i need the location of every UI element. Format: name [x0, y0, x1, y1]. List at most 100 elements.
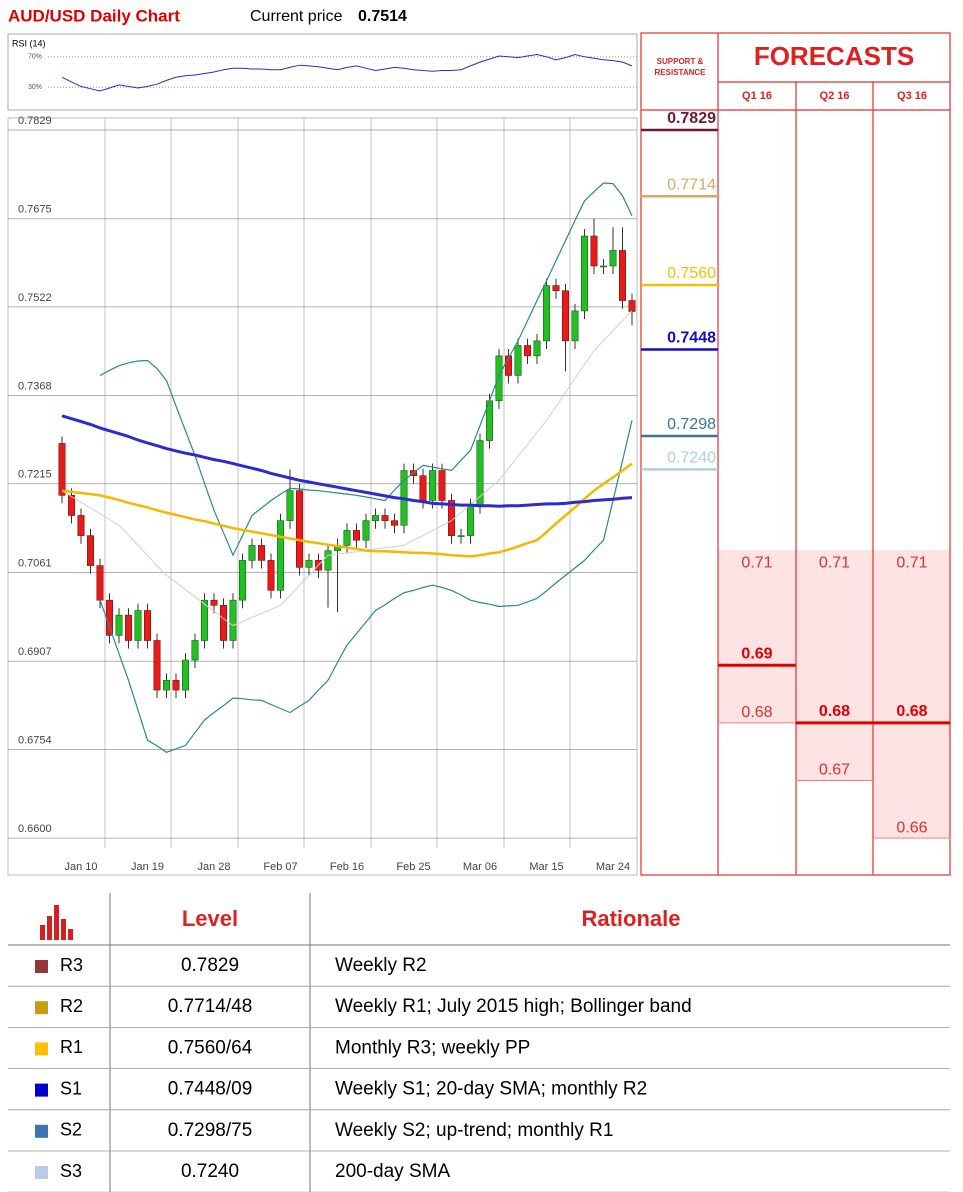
- candle-body: [599, 265, 607, 268]
- forecast-central: 0.69: [741, 645, 772, 662]
- forecast-high: 0.71: [896, 554, 927, 571]
- y-tick-label: 0.7215: [18, 469, 52, 481]
- candle-body: [590, 235, 598, 267]
- y-tick-label: 0.6907: [18, 646, 52, 658]
- level-swatch: [35, 960, 48, 973]
- candle-body: [87, 535, 95, 566]
- candle-body: [163, 679, 171, 691]
- level-name: R3: [60, 955, 83, 975]
- forecast-backgrounds: [718, 550, 951, 839]
- table-header: Level: [182, 906, 238, 931]
- indicator-line: [99, 182, 633, 557]
- x-tick-label: Feb 25: [396, 861, 430, 873]
- candle-body: [58, 443, 66, 496]
- level-rationale: Weekly S1; 20-day SMA; monthly R2: [335, 1079, 647, 1100]
- level-swatch: [35, 1083, 48, 1097]
- candle-body: [571, 310, 579, 342]
- forecast-high: 0.71: [819, 554, 850, 571]
- candle-body: [286, 490, 294, 521]
- candle-body: [514, 345, 522, 376]
- candle-body: [552, 285, 560, 292]
- forecast-low: 0.68: [741, 704, 772, 721]
- y-tick-label: 0.6754: [18, 734, 52, 746]
- indicator-line: [99, 420, 633, 753]
- candle-body: [182, 659, 190, 691]
- x-tick-label: Mar 06: [463, 861, 497, 873]
- chart-title: AUD/USD Daily Chart: [8, 6, 180, 25]
- candle-body: [324, 550, 332, 571]
- current-price: 0.7514: [358, 8, 407, 25]
- candle-body: [438, 470, 446, 501]
- candle-body: [533, 340, 541, 357]
- forecast-range: [718, 550, 796, 723]
- candle-body: [191, 640, 199, 661]
- level-value: 0.7560/64: [168, 1037, 253, 1058]
- x-tick-label: Jan 28: [197, 861, 230, 873]
- candle-body: [96, 565, 104, 601]
- sr-label: 0.7298: [667, 416, 716, 433]
- period-header: Q3 16: [897, 90, 927, 102]
- rsi-panel: [7, 33, 638, 111]
- candle-body: [419, 475, 427, 501]
- candle-body: [295, 490, 303, 568]
- y-tick-label: 70%: [28, 54, 42, 61]
- candle-body: [172, 679, 180, 691]
- y-tick-label: 0.6600: [18, 823, 52, 835]
- sr-label: 0.7240: [667, 450, 716, 467]
- candle-body: [239, 560, 247, 601]
- y-tick-label: 30%: [28, 84, 42, 91]
- candle-body: [267, 560, 275, 591]
- rsi-line: [61, 53, 633, 92]
- candle-body: [381, 515, 389, 521]
- indicator-line: [61, 310, 633, 627]
- candle-body: [125, 614, 133, 641]
- x-tick-label: Feb 16: [330, 861, 364, 873]
- level-value: 0.7448/09: [168, 1079, 253, 1100]
- indicator-line: [61, 414, 633, 508]
- sr-label: 0.7448: [667, 330, 716, 347]
- level-rationale: Weekly S2; up-trend; monthly R1: [335, 1120, 613, 1141]
- x-tick-label: Feb 07: [263, 861, 297, 873]
- forecast-frame: [640, 32, 951, 876]
- forecast-central: 0.68: [819, 703, 850, 720]
- period-header: Q2 16: [820, 90, 850, 102]
- candle-body: [580, 235, 588, 312]
- level-swatch: [35, 1001, 48, 1015]
- candle-body: [106, 599, 114, 636]
- level-name: R2: [60, 996, 83, 1016]
- y-tick-label: 0.7061: [18, 557, 52, 569]
- level-value: 0.7714/48: [168, 996, 253, 1017]
- level-name: S2: [60, 1120, 82, 1140]
- candle-body: [428, 470, 436, 501]
- sr-label: 0.7560: [667, 265, 716, 282]
- candle-body: [561, 290, 569, 342]
- level-rationale: Monthly R3; weekly PP: [335, 1037, 530, 1058]
- level-name: S3: [60, 1161, 82, 1181]
- rsi-title: RSI (14): [12, 38, 46, 48]
- candle-body: [229, 599, 237, 641]
- candle-body: [628, 300, 636, 312]
- level-swatch: [35, 1166, 48, 1179]
- candle-body: [201, 599, 209, 641]
- candle-body: [134, 610, 142, 641]
- candle-body: [115, 614, 123, 636]
- candle-body: [504, 355, 512, 376]
- forecast-low: 0.66: [896, 819, 927, 836]
- candle-body: [144, 610, 152, 641]
- x-tick-label: Jan 10: [64, 861, 97, 873]
- level-rationale: 200-day SMA: [335, 1161, 450, 1182]
- candle-body: [220, 605, 228, 641]
- level-rationale: Weekly R1; July 2015 high; Bollinger ban…: [335, 996, 692, 1017]
- forecasts-title: FORECASTS: [754, 41, 914, 71]
- sr-label: 0.7714: [667, 176, 716, 193]
- y-tick-label: 0.7522: [18, 292, 52, 304]
- candle-body: [390, 520, 398, 526]
- period-header: Q1 16: [742, 90, 772, 102]
- candle-body: [248, 545, 256, 561]
- level-swatch: [35, 1042, 48, 1056]
- candle-body: [523, 345, 531, 357]
- sr-label: 0.7829: [667, 110, 716, 127]
- candle-body: [457, 535, 465, 537]
- table-grid: [8, 893, 950, 1192]
